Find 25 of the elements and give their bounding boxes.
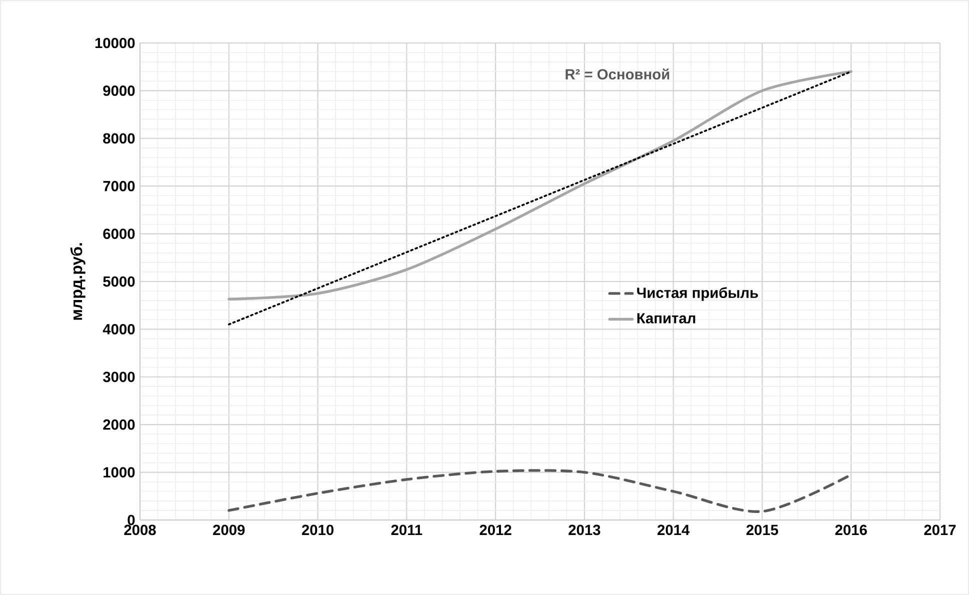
y-tick-label: 5000: [103, 276, 135, 287]
y-axis-title: млрд.руб.: [70, 243, 86, 320]
y-tick-label: 1000: [104, 467, 135, 478]
x-tick-label: 2017: [924, 524, 956, 536]
x-tick-label: 2016: [835, 524, 867, 536]
annotation: R² = Основной: [566, 68, 670, 80]
y-tick-label: 7000: [103, 180, 135, 192]
x-tick-label: 2013: [568, 524, 600, 536]
y-tick-label: 0: [128, 514, 135, 526]
x-tick-label: 2015: [746, 524, 778, 536]
x-tick-label: 2008: [124, 524, 156, 536]
y-tick-label: 2000: [103, 419, 135, 430]
y-tick-label: 3000: [103, 372, 135, 382]
y-tick-label: 10000: [95, 38, 135, 48]
y-tick-label: 8000: [103, 133, 135, 144]
legend-label: Капитал: [637, 313, 696, 324]
y-tick-label: 4000: [102, 324, 135, 334]
x-tick-label: 2009: [213, 524, 245, 536]
legend-label: Чистая прибыль: [637, 287, 758, 301]
y-tick-label: 6000: [103, 228, 135, 239]
x-tick-label: 2011: [391, 524, 422, 536]
x-tick-label: 2010: [302, 524, 334, 536]
y-tick-label: 9000: [103, 86, 135, 96]
x-tick-label: 2012: [480, 524, 512, 536]
x-tick-label: 2014: [658, 524, 690, 536]
